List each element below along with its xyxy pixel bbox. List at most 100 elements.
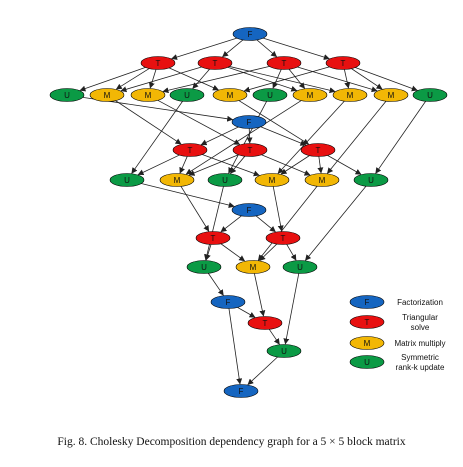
- node-label: M: [145, 91, 152, 100]
- edge-T23-U33b: [137, 154, 180, 176]
- node-ellipse: [353, 173, 389, 187]
- node-triangular-solve-T45: T: [247, 316, 283, 330]
- node-rank-k-update-U44b: U: [207, 173, 243, 187]
- graph-nodes: F T T T T U M M U M U M M M U F T T T U M U M M U F T T U M U F T U F: [49, 27, 448, 398]
- node-factorization-F4: F: [210, 295, 246, 309]
- legend-swatch: [349, 295, 385, 309]
- node-label: T: [341, 59, 346, 68]
- node-ellipse: [140, 56, 176, 70]
- edge-T15-M35: [344, 69, 351, 89]
- dependency-graph: F T T T T U M M U M U M M M U F T T T U M U M M U F T T U M U F T U F F Fac…: [49, 27, 448, 398]
- node-ellipse: [252, 88, 288, 102]
- node-matrix-multiply-M34b: M: [159, 173, 195, 187]
- node-triangular-solve-T12: T: [140, 56, 176, 70]
- node-matrix-multiply-M25: M: [212, 88, 248, 102]
- node-label: T: [156, 59, 161, 68]
- edge-T23-M34b: [179, 156, 188, 174]
- legend-description: Factorization: [397, 298, 443, 307]
- legend-description: rank-k update: [396, 363, 445, 372]
- node-rank-k-update-U55b: U: [353, 173, 389, 187]
- edge-F3-T34: [220, 215, 242, 233]
- edge-M35b-T35: [272, 186, 284, 232]
- node-label: T: [263, 319, 268, 328]
- node-triangular-solve-T13: T: [197, 56, 233, 70]
- legend-swatch: [349, 355, 385, 369]
- legend-swatch-label: M: [364, 339, 371, 348]
- legend-swatch-label: F: [365, 298, 370, 307]
- edge-T14-M34: [288, 68, 305, 89]
- node-label: U: [427, 91, 433, 100]
- legend-swatch: [349, 315, 385, 329]
- edge-U33b-F3: [141, 183, 235, 208]
- edge-M24-T24: [157, 99, 241, 145]
- node-matrix-multiply-M45c: M: [235, 260, 271, 274]
- node-triangular-solve-T24: T: [232, 143, 268, 157]
- edge-U55b-U55c: [305, 185, 367, 261]
- node-triangular-solve-T15: T: [325, 56, 361, 70]
- node-matrix-multiply-M45: M: [373, 88, 409, 102]
- legend-swatch-label: U: [364, 358, 370, 367]
- node-rank-k-update-U44: U: [252, 88, 288, 102]
- legend-item-matrix-multiply: M Matrix multiply: [349, 336, 446, 350]
- node-ellipse: [373, 88, 409, 102]
- edge-U55-U55b: [375, 101, 426, 174]
- edge-M35-M35b: [277, 100, 345, 174]
- node-ellipse: [231, 115, 267, 129]
- edge-F1-T13: [222, 39, 244, 58]
- legend-item-factorization: F Factorization: [349, 295, 443, 309]
- node-ellipse: [172, 143, 208, 157]
- node-label: F: [226, 298, 231, 307]
- edge-T13-U33: [192, 68, 210, 89]
- node-label: T: [282, 59, 287, 68]
- edge-T34-M45c: [220, 243, 246, 262]
- edge-M23-T23: [115, 100, 182, 145]
- edge-T15-M45: [351, 68, 383, 90]
- node-rank-k-update-U33b: U: [109, 173, 145, 187]
- edge-T25-U55b: [327, 155, 362, 175]
- edge-T12-M25: [168, 67, 219, 91]
- node-label: M: [388, 91, 395, 100]
- node-label: M: [227, 91, 234, 100]
- node-ellipse: [210, 295, 246, 309]
- edge-F4-T45: [237, 307, 256, 318]
- node-triangular-solve-T34: T: [195, 231, 231, 245]
- node-ellipse: [304, 173, 340, 187]
- edge-U44c-F4: [207, 273, 224, 296]
- edge-T12-M23: [115, 68, 150, 90]
- edge-T13-M35: [229, 66, 336, 94]
- node-factorization-F3: F: [231, 203, 267, 217]
- node-ellipse: [212, 88, 248, 102]
- edge-U33-U33b: [131, 101, 183, 174]
- edge-M34b-T34: [180, 186, 210, 232]
- edge-M25-T25: [238, 100, 310, 145]
- edge-F1-T12: [171, 37, 238, 60]
- node-ellipse: [292, 88, 328, 102]
- edge-T24-U44b: [230, 155, 246, 174]
- edge-T15-U55: [355, 67, 418, 92]
- edge-T45-U55d: [268, 329, 280, 345]
- edge-F2-T23: [200, 126, 239, 146]
- node-label: U: [184, 91, 190, 100]
- node-label: T: [188, 146, 193, 155]
- graph-edges: [79, 37, 426, 385]
- edge-T14-U44: [272, 69, 282, 89]
- node-triangular-solve-T35: T: [265, 231, 301, 245]
- edge-T14-M24: [162, 66, 270, 94]
- legend-description: Symmetric: [401, 353, 439, 362]
- node-ellipse: [130, 88, 166, 102]
- node-ellipse: [265, 231, 301, 245]
- edge-T14-M45: [297, 66, 378, 93]
- node-triangular-solve-T23: T: [172, 143, 208, 157]
- node-label: F: [247, 206, 252, 215]
- node-label: M: [269, 176, 276, 185]
- node-matrix-multiply-M23: M: [89, 88, 125, 102]
- edge-U44-U44b: [228, 101, 267, 174]
- node-label: U: [281, 347, 287, 356]
- node-ellipse: [89, 88, 125, 102]
- legend-swatch-label: T: [365, 318, 370, 327]
- node-matrix-multiply-M35b: M: [254, 173, 290, 187]
- node-ellipse: [254, 173, 290, 187]
- node-rank-k-update-U55: U: [412, 88, 448, 102]
- node-rank-k-update-U55c: U: [282, 260, 318, 274]
